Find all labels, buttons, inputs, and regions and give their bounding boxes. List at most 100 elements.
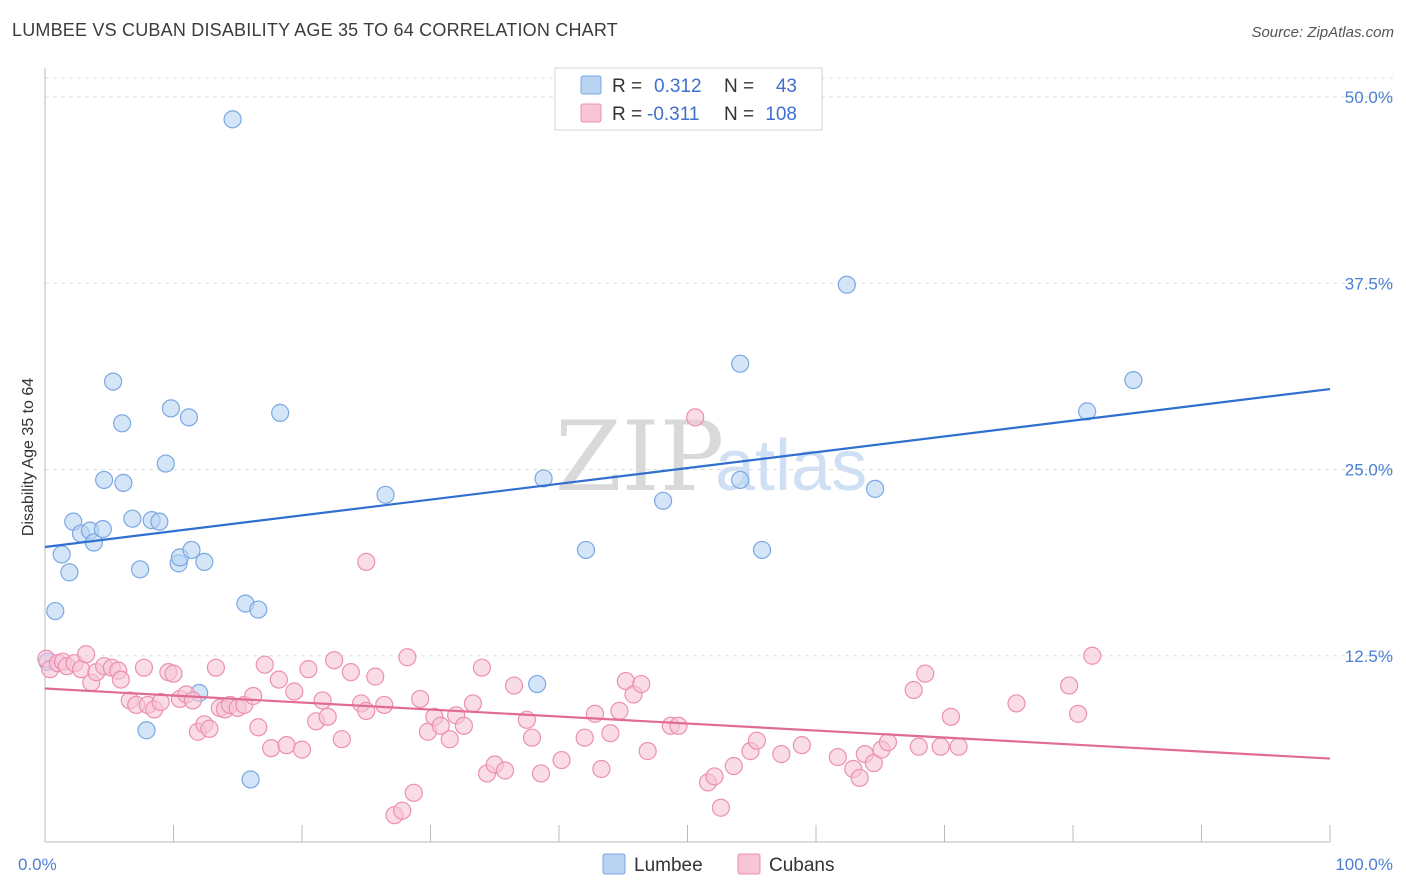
lumbee-point [866,479,885,498]
cubans-point [454,716,474,735]
cubans-point [575,728,594,747]
cubans-point [332,730,351,749]
lumbee-point [195,552,214,571]
legend-r-value-lumbee: 0.312 [654,76,702,97]
cubans-point [610,701,629,720]
cubans-point [292,740,312,759]
cubans-point [357,552,376,571]
cubans-point [638,742,657,761]
cubans-point [1007,694,1026,713]
lumbee-point [161,399,181,418]
lumbee-series [38,110,1143,789]
x-tick-label-max: 100.0% [1335,855,1393,874]
cubans-point [522,728,542,747]
cubans-point [705,767,724,786]
legend-swatch-lumbee [580,75,602,95]
legend-r-value-cubans: -0.311 [647,104,699,125]
cubans-point [909,737,928,756]
cubans-point [916,664,935,683]
lumbee-point [534,469,553,488]
cubans-point [77,645,96,664]
cubans-point [495,761,515,780]
bottom-legend-label-lumbee: Lumbee [634,855,703,876]
legend-swatch-cubans [580,103,602,123]
cubans-point [341,663,360,682]
cubans-point [398,648,417,667]
legend-n-label-cubans: N = [724,104,754,125]
legend-top: R = 0.312 N = 43 R = -0.311 N = 108 [554,67,823,131]
source-label: Source: ZipAtlas.com [1251,24,1394,41]
cubans-point [592,759,611,779]
cubans-point [724,756,743,776]
cubans-point [183,691,202,710]
lumbee-point [528,674,547,694]
lumbee-point [1124,371,1143,390]
cubans-point [255,655,274,674]
cubans-point [1060,676,1079,695]
cubans-point [164,664,183,683]
lumbee-point [130,560,150,579]
cubans-point [318,707,337,726]
lumbee-point [104,372,123,391]
lumbee-trend-line [44,387,1331,549]
cubans-point [772,744,791,764]
cubans-point [632,674,651,694]
lumbee-point [179,408,199,427]
cubans-point [828,747,847,767]
x-tick-label-min: 0.0% [18,855,57,874]
lumbee-point [376,485,395,504]
y-axis-title: Disability Age 35 to 64 [20,378,37,536]
lumbee-point [653,491,673,510]
cubans-point [531,764,551,783]
lumbee-point [156,454,175,473]
y-tick-label: 12.5% [1345,647,1393,666]
lumbee-point [46,601,65,621]
cubans-point [941,707,961,726]
legend-n-label-lumbee: N = [724,76,754,97]
cubans-point [262,739,281,758]
lumbee-point [182,540,201,560]
cubans-point [244,686,263,706]
lumbee-point [576,540,596,560]
lumbee-point [249,600,268,619]
cubans-point [864,753,883,773]
cubans-point [313,691,332,710]
cubans-point [393,801,412,820]
cubans-point [366,667,385,686]
cubans-point [792,736,811,755]
trend-lines [44,387,1331,760]
cubans-point [850,768,869,788]
cubans-point [411,689,430,709]
lumbee-point [150,512,169,531]
cubans-point [200,719,219,738]
watermark-atlas: atlas [715,426,867,506]
lumbee-point [95,470,114,490]
cubans-point [686,408,705,427]
bottom-legend-label-cubans: Cubans [769,855,835,876]
cubans-point [375,695,394,715]
cubans-point [285,682,304,701]
cubans-point [552,750,571,770]
cubans-point [504,676,524,695]
legend-n-value-lumbee: 43 [776,76,797,97]
cubans-point [949,737,968,756]
chart-title: LUMBEE VS CUBAN DISABILITY AGE 35 TO 64 … [12,20,618,40]
axes [44,68,1331,843]
lumbee-point [271,403,290,422]
lumbee-point [93,519,112,539]
cubans-point [431,716,450,735]
cubans-point [299,660,318,679]
bottom-legend-swatch-cubans [737,853,761,875]
cubans-point [440,730,459,749]
cubans-point [325,651,344,670]
cubans-point [472,658,491,677]
legend-bottom: Lumbee Cubans [602,853,835,876]
lumbee-point [731,354,750,373]
lumbee-point [112,414,132,433]
cubans-point [111,670,130,689]
cubans-point [249,718,268,737]
lumbee-point [60,563,79,582]
y-tick-labels: 12.5% 25.0% 37.5% 50.0% [1345,88,1393,666]
cubans-point [711,798,731,817]
